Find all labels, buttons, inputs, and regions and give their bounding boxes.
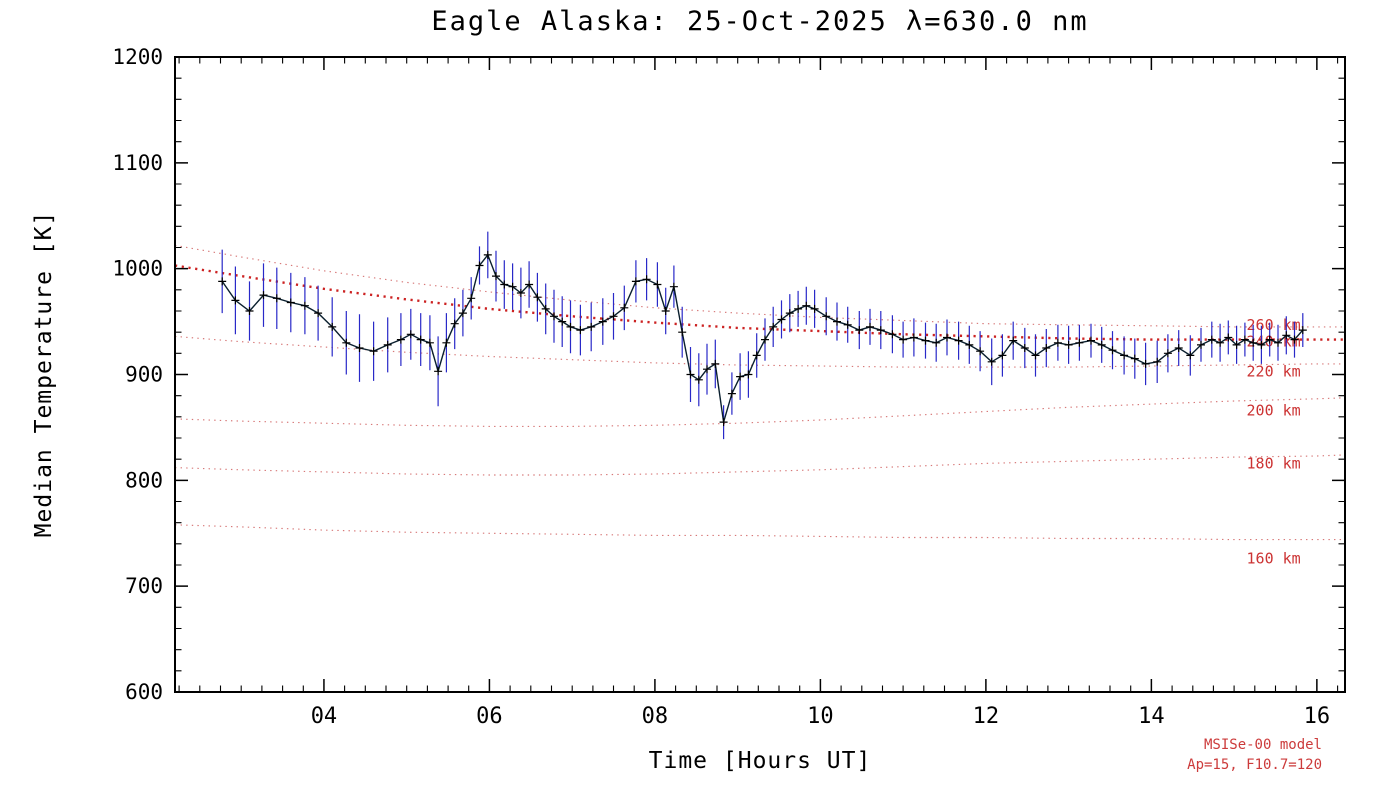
minor-ticks <box>175 57 1345 692</box>
x-tick-label: 04 <box>311 704 338 729</box>
y-tick-label: 900 <box>125 363 163 387</box>
x-tick-label: 14 <box>1138 704 1165 729</box>
x-tick-label: 08 <box>642 704 669 729</box>
model-curve-label-200-km: 200 km <box>1247 401 1301 419</box>
x-tick-label: 12 <box>973 704 1000 729</box>
y-tick-label: 1000 <box>112 257 163 281</box>
plot-frame <box>174 56 1346 693</box>
y-axis-title: Median Temperature [K] <box>31 210 57 538</box>
x-tick-label: 16 <box>1304 704 1331 729</box>
model-curve-260-km <box>174 244 1345 328</box>
y-tick-label: 700 <box>125 574 163 598</box>
model-annotation-line2: Ap=15, F10.7=120 <box>1187 756 1322 773</box>
data-series-line <box>221 253 1304 423</box>
model-annotation: MSISe-00 model Ap=15, F10.7=120 <box>1187 736 1322 775</box>
y-tick-label: 600 <box>125 680 163 704</box>
x-axis-title: Time [Hours UT] <box>648 748 872 774</box>
model-curve-label-180-km: 180 km <box>1247 454 1301 472</box>
model-curve-label-260-km: 260 km <box>1247 316 1301 334</box>
x-tick-label: 06 <box>476 704 503 729</box>
model-curve-180-km <box>174 454 1346 476</box>
y-tick-label: 1200 <box>112 45 163 69</box>
axis-ticks <box>175 56 1345 693</box>
model-curve-160-km <box>174 524 1345 541</box>
model-curve-label-160-km: 160 km <box>1247 550 1301 568</box>
tick-labels: 04 06 08 10 12 14 16 600 700 800 900 1000 1100 1200 <box>112 45 1330 729</box>
model-annotation-line1: MSISe-00 model <box>1203 737 1322 753</box>
error-bars <box>221 231 1304 440</box>
data-series-markers <box>218 250 1307 427</box>
model-curve-200-km <box>174 397 1346 427</box>
chart-title: Eagle Alaska: 25-Oct-2025 λ=630.0 nm <box>431 6 1089 37</box>
model-curve-label-220-km: 220 km <box>1247 362 1301 380</box>
data-series <box>218 231 1307 440</box>
model-curve-240-km <box>174 264 1345 341</box>
y-tick-label: 800 <box>125 468 163 492</box>
major-ticks <box>175 56 1345 693</box>
x-tick-label: 10 <box>807 704 834 729</box>
y-tick-label: 1100 <box>112 151 163 175</box>
